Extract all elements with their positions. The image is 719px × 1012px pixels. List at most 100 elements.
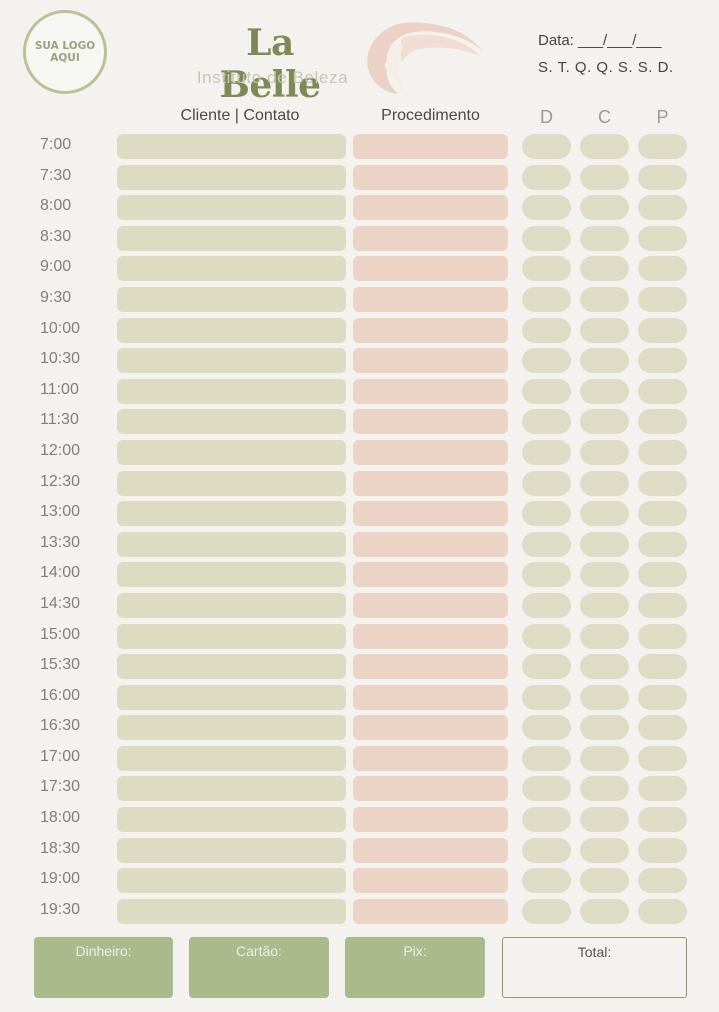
procedure-field[interactable] — [353, 317, 508, 343]
d-field[interactable] — [522, 409, 571, 435]
p-field[interactable] — [638, 439, 687, 465]
p-field[interactable] — [638, 623, 687, 649]
procedure-field[interactable] — [353, 623, 508, 649]
client-contact-field[interactable] — [117, 164, 346, 190]
procedure-field[interactable] — [353, 807, 508, 833]
procedure-field[interactable] — [353, 501, 508, 527]
client-contact-field[interactable] — [117, 531, 346, 557]
p-field[interactable] — [638, 531, 687, 557]
client-contact-field[interactable] — [117, 776, 346, 802]
cash-box[interactable]: Dinheiro: — [34, 937, 173, 998]
procedure-field[interactable] — [353, 439, 508, 465]
client-contact-field[interactable] — [117, 378, 346, 404]
d-field[interactable] — [522, 378, 571, 404]
card-box[interactable]: Cartão: — [189, 937, 329, 998]
procedure-field[interactable] — [353, 684, 508, 710]
client-contact-field[interactable] — [117, 348, 346, 374]
c-field[interactable] — [580, 807, 629, 833]
c-field[interactable] — [580, 776, 629, 802]
p-field[interactable] — [638, 195, 687, 221]
c-field[interactable] — [580, 654, 629, 680]
d-field[interactable] — [522, 470, 571, 496]
client-contact-field[interactable] — [117, 317, 346, 343]
p-field[interactable] — [638, 409, 687, 435]
p-field[interactable] — [638, 317, 687, 343]
d-field[interactable] — [522, 195, 571, 221]
d-field[interactable] — [522, 592, 571, 618]
procedure-field[interactable] — [353, 898, 508, 924]
p-field[interactable] — [638, 286, 687, 312]
p-field[interactable] — [638, 501, 687, 527]
p-field[interactable] — [638, 715, 687, 741]
client-contact-field[interactable] — [117, 684, 346, 710]
d-field[interactable] — [522, 776, 571, 802]
c-field[interactable] — [580, 164, 629, 190]
client-contact-field[interactable] — [117, 286, 346, 312]
d-field[interactable] — [522, 164, 571, 190]
d-field[interactable] — [522, 286, 571, 312]
c-field[interactable] — [580, 134, 629, 159]
c-field[interactable] — [580, 592, 629, 618]
procedure-field[interactable] — [353, 409, 508, 435]
c-field[interactable] — [580, 470, 629, 496]
p-field[interactable] — [638, 776, 687, 802]
c-field[interactable] — [580, 286, 629, 312]
c-field[interactable] — [580, 409, 629, 435]
client-contact-field[interactable] — [117, 807, 346, 833]
d-field[interactable] — [522, 225, 571, 251]
d-field[interactable] — [522, 348, 571, 374]
d-field[interactable] — [522, 562, 571, 588]
c-field[interactable] — [580, 898, 629, 924]
d-field[interactable] — [522, 623, 571, 649]
total-box[interactable]: Total: — [502, 937, 687, 998]
d-field[interactable] — [522, 531, 571, 557]
c-field[interactable] — [580, 837, 629, 863]
client-contact-field[interactable] — [117, 256, 346, 282]
client-contact-field[interactable] — [117, 409, 346, 435]
d-field[interactable] — [522, 654, 571, 680]
d-field[interactable] — [522, 807, 571, 833]
procedure-field[interactable] — [353, 378, 508, 404]
client-contact-field[interactable] — [117, 745, 346, 771]
procedure-field[interactable] — [353, 134, 508, 159]
p-field[interactable] — [638, 470, 687, 496]
client-contact-field[interactable] — [117, 225, 346, 251]
c-field[interactable] — [580, 531, 629, 557]
procedure-field[interactable] — [353, 286, 508, 312]
p-field[interactable] — [638, 684, 687, 710]
client-contact-field[interactable] — [117, 439, 346, 465]
client-contact-field[interactable] — [117, 898, 346, 924]
p-field[interactable] — [638, 592, 687, 618]
weekday-selector[interactable]: S. T. Q. Q. S. S. D. — [538, 59, 674, 76]
p-field[interactable] — [638, 745, 687, 771]
p-field[interactable] — [638, 837, 687, 863]
procedure-field[interactable] — [353, 868, 508, 894]
procedure-field[interactable] — [353, 256, 508, 282]
procedure-field[interactable] — [353, 715, 508, 741]
c-field[interactable] — [580, 256, 629, 282]
client-contact-field[interactable] — [117, 654, 346, 680]
procedure-field[interactable] — [353, 837, 508, 863]
c-field[interactable] — [580, 623, 629, 649]
d-field[interactable] — [522, 684, 571, 710]
pix-box[interactable]: Pix: — [345, 937, 485, 998]
client-contact-field[interactable] — [117, 562, 346, 588]
d-field[interactable] — [522, 317, 571, 343]
client-contact-field[interactable] — [117, 623, 346, 649]
p-field[interactable] — [638, 562, 687, 588]
p-field[interactable] — [638, 225, 687, 251]
p-field[interactable] — [638, 164, 687, 190]
procedure-field[interactable] — [353, 745, 508, 771]
p-field[interactable] — [638, 898, 687, 924]
client-contact-field[interactable] — [117, 715, 346, 741]
p-field[interactable] — [638, 868, 687, 894]
procedure-field[interactable] — [353, 164, 508, 190]
c-field[interactable] — [580, 715, 629, 741]
c-field[interactable] — [580, 195, 629, 221]
procedure-field[interactable] — [353, 654, 508, 680]
c-field[interactable] — [580, 868, 629, 894]
client-contact-field[interactable] — [117, 470, 346, 496]
d-field[interactable] — [522, 898, 571, 924]
d-field[interactable] — [522, 501, 571, 527]
date-field[interactable]: Data: ___/___/___ — [538, 32, 662, 49]
